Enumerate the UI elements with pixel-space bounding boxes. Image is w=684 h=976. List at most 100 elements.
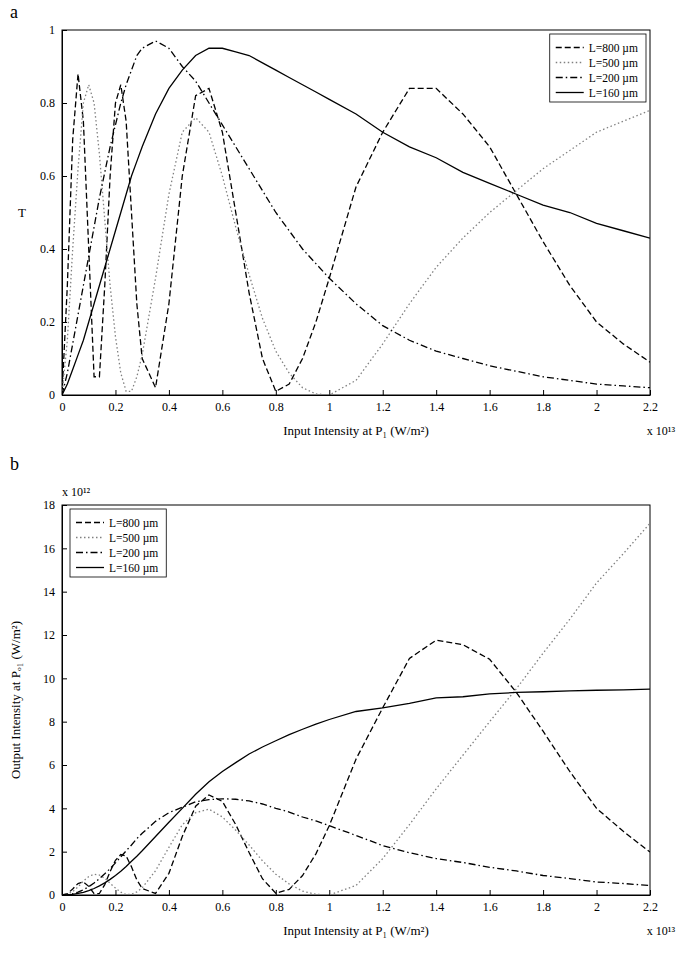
y-tick: 12 bbox=[43, 628, 67, 642]
y-tick-mark bbox=[62, 176, 67, 177]
y-axis: 00.20.40.60.81 bbox=[40, 23, 67, 402]
legend-label: L=500 µm bbox=[589, 57, 638, 70]
y-tick-label: 4 bbox=[49, 802, 55, 816]
y-tick-label: 6 bbox=[49, 758, 55, 772]
x-axis: 00.20.40.60.811.21.41.61.822.2 bbox=[60, 390, 659, 414]
x-tick: 1.2 bbox=[376, 390, 391, 414]
y-tick-mark bbox=[62, 722, 67, 723]
x-tick-mark bbox=[329, 390, 330, 395]
x-tick-mark bbox=[597, 890, 598, 895]
x-tick-mark bbox=[222, 390, 223, 395]
y-tick: 0.2 bbox=[40, 315, 67, 329]
x-tick: 2.2 bbox=[643, 890, 658, 914]
x-tick-label: 0 bbox=[60, 900, 66, 914]
x-tick-mark bbox=[169, 890, 170, 895]
series-line bbox=[62, 640, 650, 895]
y-tick: 0 bbox=[49, 888, 67, 902]
y-axis-line bbox=[62, 31, 63, 396]
legend-swatch bbox=[76, 537, 104, 538]
lines bbox=[62, 523, 650, 895]
legend-label: L=500 µm bbox=[109, 532, 158, 545]
y-tick-label: 2 bbox=[49, 845, 55, 859]
x-tick-label: 1 bbox=[327, 900, 333, 914]
x-tick-label: 0.6 bbox=[215, 400, 230, 414]
x-tick-mark bbox=[436, 890, 437, 895]
x-tick: 0.4 bbox=[162, 890, 177, 914]
x-tick: 2 bbox=[594, 390, 600, 414]
y-axis: 024681012141618 bbox=[43, 498, 67, 902]
x-tick: 0.8 bbox=[269, 890, 284, 914]
y-tick-mark bbox=[62, 592, 67, 593]
x-axis-line bbox=[63, 895, 651, 896]
y-tick-label: 0.8 bbox=[40, 96, 55, 110]
legend-swatch bbox=[76, 522, 104, 523]
panel: 00.20.40.60.811.21.41.61.822.20246810121… bbox=[8, 454, 675, 938]
y-tick-label: 0 bbox=[49, 888, 55, 902]
y-tick: 10 bbox=[43, 672, 67, 686]
legend-label: L=160 µm bbox=[109, 562, 158, 575]
x-tick: 0.4 bbox=[162, 390, 177, 414]
series-line bbox=[62, 74, 650, 395]
x-tick: 1.8 bbox=[536, 390, 551, 414]
x-tick-mark bbox=[490, 890, 491, 895]
series-line bbox=[62, 85, 650, 395]
y-tick-label: 16 bbox=[43, 542, 55, 556]
x-tick: 0.8 bbox=[269, 390, 284, 414]
panel-letter: b bbox=[10, 454, 19, 474]
y-tick-mark bbox=[62, 765, 67, 766]
x-tick-mark bbox=[650, 390, 651, 395]
x-tick-label: 1.6 bbox=[483, 400, 498, 414]
legend-label: L=800 µm bbox=[109, 517, 158, 530]
x-tick: 1.4 bbox=[429, 390, 444, 414]
x-tick: 1.6 bbox=[483, 890, 498, 914]
x-tick: 0.2 bbox=[108, 890, 123, 914]
x-tick: 1.8 bbox=[536, 890, 551, 914]
series-line bbox=[62, 689, 650, 895]
y-tick: 8 bbox=[49, 715, 67, 729]
y-tick-mark bbox=[62, 678, 67, 679]
y-tick-mark bbox=[62, 103, 67, 104]
x-tick-label: 0.8 bbox=[269, 400, 284, 414]
x-tick-mark bbox=[543, 890, 544, 895]
x-tick-label: 1.2 bbox=[376, 900, 391, 914]
legend-label: L=200 µm bbox=[109, 547, 158, 560]
y-tick-mark bbox=[62, 505, 67, 506]
axis-multiplier: x 10¹³ bbox=[647, 924, 676, 938]
x-tick: 2 bbox=[594, 890, 600, 914]
x-tick-label: 2.2 bbox=[643, 400, 658, 414]
x-tick-label: 0.4 bbox=[162, 400, 177, 414]
legend-swatch bbox=[76, 567, 104, 568]
x-axis-title: Input Intensity at P₁ (W/m²) bbox=[283, 923, 429, 938]
y-tick-label: 0.6 bbox=[40, 169, 55, 183]
y-tick: 6 bbox=[49, 758, 67, 772]
x-tick-mark bbox=[383, 390, 384, 395]
y-tick-label: 12 bbox=[43, 628, 55, 642]
panel: 00.20.40.60.811.21.41.61.822.200.20.40.6… bbox=[10, 2, 675, 438]
chart-root: 0 0.2 0.4 0.6 0.8 1 1.2 1.4 1.6 1.8 2 2.2 0 0.2 0.4 0.6… bbox=[0, 0, 684, 976]
y-tick-mark bbox=[62, 249, 67, 250]
x-tick-label: 2.2 bbox=[643, 900, 658, 914]
y-tick-mark bbox=[62, 808, 67, 809]
x-tick-label: 1.8 bbox=[536, 900, 551, 914]
x-tick-label: 1 bbox=[327, 400, 333, 414]
x-tick-label: 2 bbox=[594, 900, 600, 914]
y-tick: 14 bbox=[43, 585, 67, 599]
x-tick: 1.4 bbox=[429, 890, 444, 914]
legend-label: L=160 µm bbox=[589, 87, 638, 100]
legend-swatch bbox=[556, 62, 584, 63]
x-tick-label: 0.2 bbox=[108, 900, 123, 914]
y-tick: 0.4 bbox=[40, 242, 67, 256]
y-tick-label: 14 bbox=[43, 585, 55, 599]
x-tick-mark bbox=[597, 390, 598, 395]
legend-label: L=800 µm bbox=[589, 42, 638, 55]
y-axis-title: Output Intensity at Pₒ₁ (W/m²) bbox=[8, 621, 23, 779]
panel-letter: a bbox=[10, 2, 18, 22]
x-tick-mark bbox=[383, 890, 384, 895]
y-tick: 1 bbox=[49, 23, 67, 37]
y-tick-label: 8 bbox=[49, 715, 55, 729]
x-tick-mark bbox=[115, 890, 116, 895]
x-tick-label: 1.8 bbox=[536, 400, 551, 414]
plot-frame bbox=[62, 30, 650, 395]
axis-multiplier: x 10¹² bbox=[62, 485, 91, 499]
x-tick-mark bbox=[115, 390, 116, 395]
